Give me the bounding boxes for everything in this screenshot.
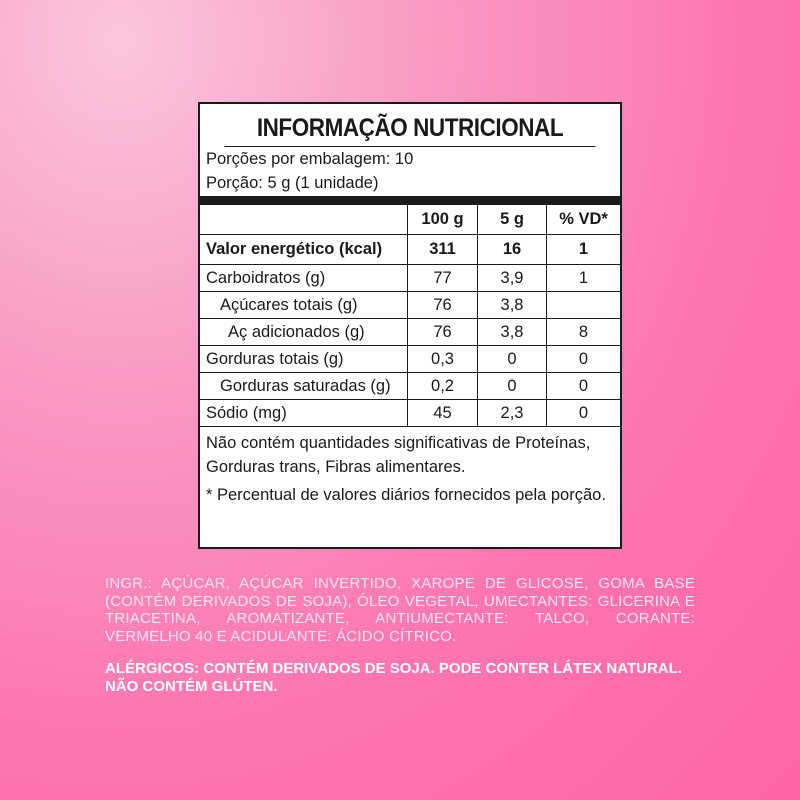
- value-vd: 0: [546, 399, 620, 427]
- value-vd: 0: [546, 345, 620, 373]
- nutrient-name: Açúcares totais (g): [200, 291, 408, 319]
- value-serving: 3,8: [477, 318, 547, 346]
- nutrition-table: 100 g 5 g % VD* Valor energético (kcal) 3…: [200, 205, 620, 427]
- value-serving: 0: [477, 372, 547, 400]
- value-serving: 2,3: [477, 399, 547, 427]
- nutrient-name: Valor energético (kcal): [200, 234, 408, 265]
- table-row: Açúcares totais (g) 76 3,8: [200, 291, 620, 319]
- servings-per-package: Porções por embalagem: 10: [206, 150, 414, 168]
- allergens-text: ALÉRGICOS: CONTÉM DERIVADOS DE SOJA. POD…: [105, 660, 682, 695]
- table-row: Gorduras saturadas (g) 0,2 0 0: [200, 372, 620, 400]
- header-100g: 100 g: [407, 205, 478, 235]
- value-vd: 8: [546, 318, 620, 346]
- value-100g: 311: [407, 234, 478, 265]
- value-vd: 0: [546, 372, 620, 400]
- nutrient-name: Carboidratos (g): [200, 264, 408, 292]
- nutrient-name: Sódio (mg): [200, 399, 408, 427]
- table-row: Aç adicionados (g) 76 3,8 8: [200, 318, 620, 346]
- nutrient-name: Aç adicionados (g): [200, 318, 408, 346]
- value-serving: 3,8: [477, 291, 547, 319]
- table-row: Valor energético (kcal) 311 16 1: [200, 234, 620, 265]
- header-vd: % VD*: [546, 205, 620, 235]
- value-serving: 3,9: [477, 264, 547, 292]
- note-insignificant: Não contém quantidades significativas de…: [206, 434, 591, 476]
- note-vd: * Percentual de valores diários fornecid…: [206, 486, 606, 504]
- table-header: 100 g 5 g % VD*: [200, 205, 620, 235]
- value-100g: 76: [407, 291, 478, 319]
- serving-size: Porção: 5 g (1 unidade): [206, 174, 379, 192]
- value-vd: 1: [546, 264, 620, 292]
- thick-divider: [200, 196, 620, 205]
- header-blank: [200, 205, 408, 235]
- value-serving: 0: [477, 345, 547, 373]
- value-100g: 76: [407, 318, 478, 346]
- nutrient-name: Gorduras totais (g): [200, 345, 408, 373]
- value-100g: 0,3: [407, 345, 478, 373]
- table-row: Carboidratos (g) 77 3,9 1: [200, 264, 620, 292]
- header-serving: 5 g: [477, 205, 547, 235]
- value-100g: 45: [407, 399, 478, 427]
- ingredients-text: INGR.: AÇÚCAR, AÇÚCAR INVERTIDO, XAROPE …: [105, 575, 695, 645]
- label-title: INFORMAÇÃO NUTRICIONAL: [224, 104, 596, 147]
- value-vd: 1: [546, 234, 620, 265]
- table-row: Gorduras totais (g) 0,3 0 0: [200, 345, 620, 373]
- nutrition-facts-label: INFORMAÇÃO NUTRICIONAL Porções por embal…: [198, 102, 622, 549]
- value-100g: 77: [407, 264, 478, 292]
- nutrient-name: Gorduras saturadas (g): [200, 372, 408, 400]
- value-100g: 0,2: [407, 372, 478, 400]
- value-serving: 16: [477, 234, 547, 265]
- value-vd: [546, 291, 620, 319]
- table-row: Sódio (mg) 45 2,3 0: [200, 399, 620, 427]
